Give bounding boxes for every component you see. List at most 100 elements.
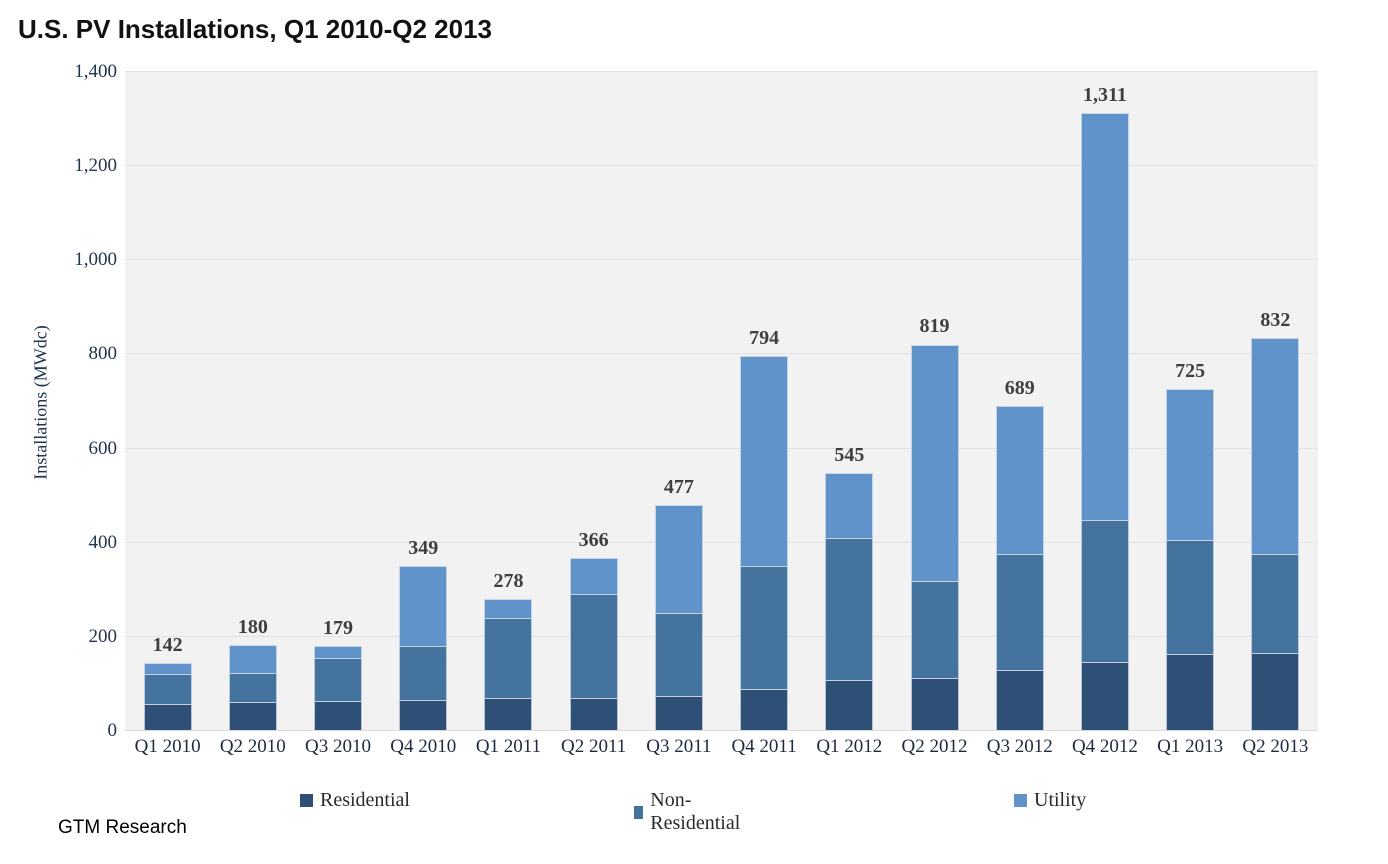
bar-segment-utility [314,645,363,658]
bar-total-label: 725 [1175,359,1206,382]
bar-segment-residential [1080,661,1129,730]
gridline-400 [125,541,1318,543]
bar-segment-residential [1251,653,1300,730]
bar-segment-utility [825,473,874,538]
bar-segment-utility [1166,388,1215,540]
bar-total-label: 142 [152,634,183,657]
stacked-bar-q3-2012 [995,405,1044,730]
bar-segment-non-residential [484,617,533,698]
stacked-bar-q2-2010 [228,645,277,730]
y-axis-tick-label: 200 [88,625,118,647]
stacked-bar-q3-2011 [654,505,703,730]
bar-segment-utility [910,344,959,581]
x-axis-tick-label: Q3 2010 [305,736,372,757]
legend-label: Residential [320,789,410,811]
chart-title: U.S. PV Installations, Q1 2010-Q2 2013 [18,14,492,44]
bar-segment-utility [228,645,277,673]
stacked-bar-q1-2010 [143,663,192,730]
gridline-1,200 [125,165,1318,167]
legend-swatch-icon [1014,794,1027,807]
x-axis-tick-label: Q2 2010 [219,736,286,757]
bar-segment-residential [314,700,363,730]
plot-area [125,71,1318,731]
bar-segment-residential [569,698,618,730]
gridline-800 [125,353,1318,355]
bar-segment-non-residential [825,537,874,681]
bar-total-label: 366 [578,528,609,551]
y-axis-tick-label: 1,200 [74,155,117,177]
y-axis-tick-label: 600 [88,437,118,459]
bar-segment-non-residential [1080,519,1129,662]
x-axis-tick-label: Q2 2011 [561,736,627,757]
bar-segment-utility [1080,112,1129,520]
y-axis-tick-label: 1,000 [74,249,117,271]
bar-total-label: 689 [1004,376,1035,399]
x-axis-tick-label: Q1 2012 [816,736,883,757]
y-axis-tick-label: 0 [107,720,118,741]
bar-total-label: 349 [408,536,439,559]
stacked-bar-q4-2012 [1080,112,1129,730]
bar-segment-utility [740,356,789,567]
gridline-1,400 [125,71,1318,72]
source-note: GTM Research [58,817,187,838]
bar-total-label: 819 [919,315,950,338]
bar-segment-residential [484,697,533,730]
x-axis-tick-label: Q1 2011 [475,736,542,757]
x-axis-tick-label: Q4 2010 [390,736,457,757]
bar-segment-residential [825,680,874,730]
bar-segment-non-residential [1251,553,1300,654]
bar-segment-residential [228,701,277,730]
stacked-bar-q2-2013 [1251,338,1300,730]
x-axis-tick-label: Q2 2013 [1242,736,1309,757]
bar-segment-residential [740,689,789,730]
stacked-bar-q1-2013 [1166,388,1215,730]
x-axis-tick-label: Q2 2012 [901,736,968,757]
x-axis-tick-label: Q1 2010 [134,736,201,757]
gridline-600 [125,447,1318,449]
legend-item-non-residential: Non-Residential [634,789,744,835]
legend-item-utility: Utility [1014,789,1086,812]
bar-segment-non-residential [399,645,448,700]
bar-segment-utility [143,663,192,674]
bar-segment-non-residential [740,566,789,690]
y-axis-title: Installations (MWdc) [30,325,51,480]
gridline-1,000 [125,259,1318,261]
x-axis-tick-label: Q3 2012 [986,736,1053,757]
x-axis-tick-label: Q4 2011 [731,736,797,757]
stacked-bar-q3-2010 [314,645,363,730]
bar-segment-residential [654,695,703,730]
stacked-bar-q2-2012 [910,344,959,730]
bar-segment-non-residential [654,613,703,696]
y-axis-tick-label: 800 [88,343,118,365]
bar-total-label: 794 [749,327,780,350]
bar-segment-utility [399,565,448,646]
y-axis-tick-label: 400 [88,531,118,553]
x-axis-tick-label: Q4 2012 [1071,736,1138,757]
gridline-200 [125,635,1318,637]
legend-swatch-icon [300,794,313,807]
bar-segment-residential [1166,654,1215,730]
bar-segment-residential [910,678,959,730]
stacked-bar-q4-2010 [399,565,448,730]
bar-segment-residential [143,704,192,730]
legend-label: Non-Residential [650,789,741,834]
stacked-bar-q1-2011 [484,599,533,730]
bar-segment-utility [569,557,618,594]
bar-segment-non-residential [995,553,1044,671]
bar-total-label: 832 [1260,309,1291,332]
stacked-bar-q4-2011 [740,356,789,730]
bar-segment-utility [654,505,703,614]
stacked-bar-q1-2012 [825,473,874,730]
x-axis-tick-label: Q1 2013 [1157,736,1224,757]
bar-total-label: 179 [323,616,354,639]
bar-segment-non-residential [910,580,959,679]
legend-label: Utility [1034,789,1087,811]
bar-segment-utility [995,405,1044,554]
bar-segment-non-residential [569,593,618,699]
stacked-bar-q2-2011 [569,557,618,730]
bar-segment-utility [1251,338,1300,554]
x-axis-tick-label: Q3 2011 [646,736,712,757]
legend-item-residential: Residential [300,789,410,812]
bar-segment-utility [484,599,533,618]
